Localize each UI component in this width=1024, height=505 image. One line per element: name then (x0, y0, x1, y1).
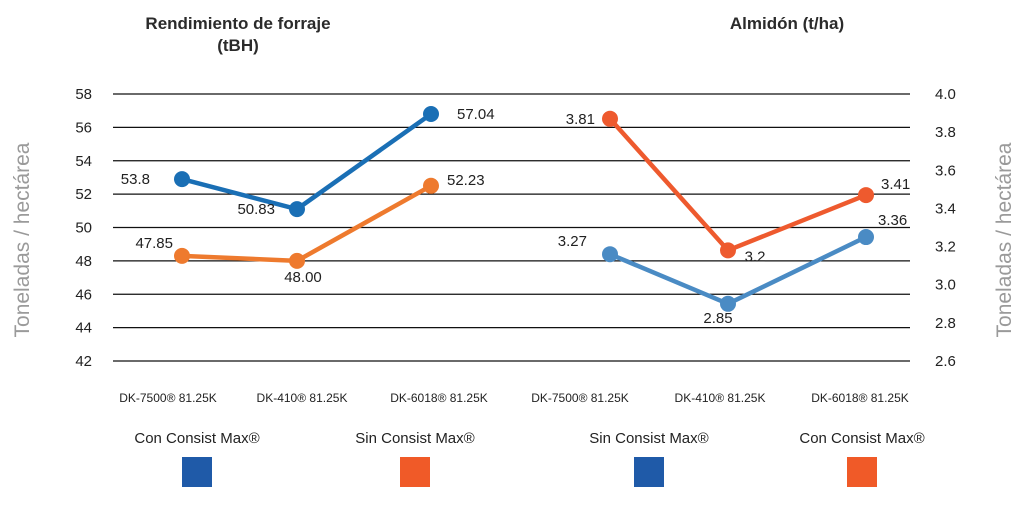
y-tick-label-left: 52 (75, 186, 92, 203)
data-label: 3.81 (566, 111, 595, 128)
data-label: 52.23 (447, 172, 485, 189)
x-tick-label: DK-6018® 81.25K (390, 391, 488, 405)
y-axis-label-right: Toneladas / hectárea (993, 142, 1016, 337)
y-tick-label-right: 2.6 (935, 353, 956, 370)
data-point (602, 110, 618, 127)
y-tick-label-right: 4.0 (935, 86, 956, 103)
data-point (720, 242, 736, 259)
y-tick-label-right: 3.4 (935, 200, 956, 217)
legend-swatch (400, 457, 430, 487)
y-tick-label-left: 58 (75, 86, 92, 103)
legend-swatch (182, 457, 212, 487)
data-label: 57.04 (457, 106, 495, 123)
data-label: 2.85 (703, 310, 732, 327)
y-tick-label-left: 44 (75, 320, 92, 337)
data-label: 53.8 (121, 171, 150, 188)
y-tick-label-left: 48 (75, 253, 92, 270)
y-tick-label-right: 3.0 (935, 277, 956, 294)
x-tick-label: DK-7500® 81.25K (531, 391, 629, 405)
y-tick-label-left: 54 (75, 153, 92, 170)
x-tick-label: DK-6018® 81.25K (811, 391, 909, 405)
y-tick-label-left: 42 (75, 353, 92, 370)
data-point (174, 171, 190, 188)
data-label: 48.00 (284, 269, 322, 286)
legend-label: Con Consist Max® (134, 430, 259, 447)
series-line (181, 183, 433, 264)
data-point (720, 295, 736, 312)
y-tick-label-left: 56 (75, 119, 92, 136)
series-line (608, 117, 867, 254)
chart-title-left-line1: Rendimiento de forraje (145, 14, 330, 33)
data-point (423, 106, 439, 123)
y-tick-label-right: 3.2 (935, 239, 956, 256)
data-point (174, 247, 190, 264)
legend-label: Con Consist Max® (799, 430, 924, 447)
legend-label: Sin Consist Max® (355, 430, 474, 447)
series-line (181, 112, 433, 212)
x-tick-label: DK-7500® 81.25K (119, 391, 217, 405)
legend-label: Sin Consist Max® (589, 430, 708, 447)
legend-swatch (847, 457, 877, 487)
chart-title-right: Almidón (t/ha) (730, 14, 844, 33)
y-tick-label-right: 3.8 (935, 124, 956, 141)
y-tick-label-left: 46 (75, 286, 92, 303)
chart-title-left-line2: (tBH) (217, 36, 259, 55)
y-axis-label-left: Toneladas / hectárea (11, 142, 34, 337)
x-tick-label: DK-410® 81.25K (257, 391, 348, 405)
data-point (858, 187, 874, 204)
y-tick-label-right: 2.8 (935, 315, 956, 332)
x-tick-label: DK-410® 81.25K (675, 391, 766, 405)
y-tick-label-left: 50 (75, 220, 92, 237)
data-label: 3.41 (881, 176, 910, 193)
data-point (858, 229, 874, 246)
data-label: 3.2 (745, 248, 766, 265)
data-point (602, 246, 618, 263)
y-tick-label-right: 3.6 (935, 162, 956, 179)
data-label: 47.85 (135, 235, 173, 252)
data-label: 3.27 (558, 233, 587, 250)
data-point (289, 201, 305, 218)
data-label: 50.83 (237, 201, 275, 218)
data-point (289, 252, 305, 269)
data-label: 3.36 (878, 212, 907, 229)
legend-swatch (634, 457, 664, 487)
data-point (423, 177, 439, 194)
